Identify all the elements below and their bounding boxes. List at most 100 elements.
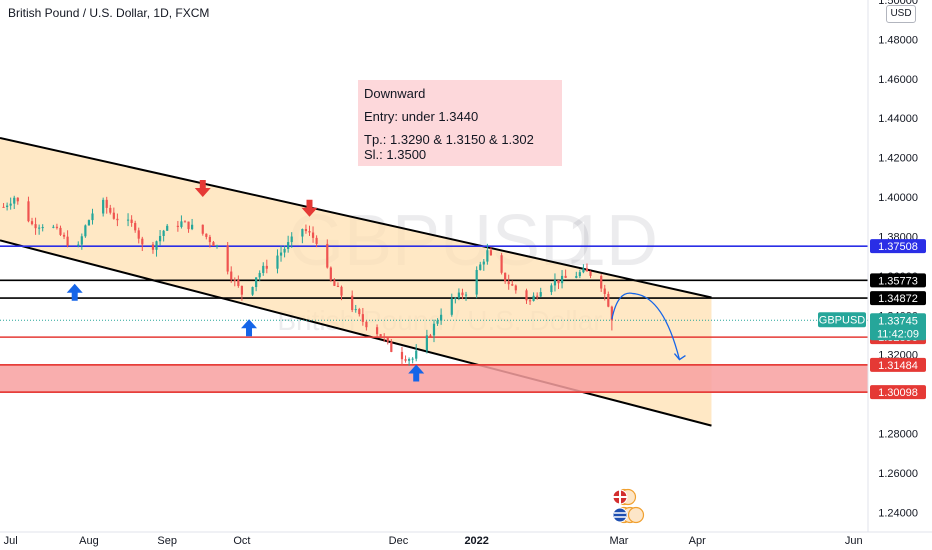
candle-body [600,275,603,289]
note-line-entry: Entry: under 1.3440 [364,109,479,124]
candle-body [436,320,439,324]
candle-body [482,261,485,265]
candle-body [230,271,233,280]
event-us-flag-icon[interactable] [627,506,645,524]
price-tag-label: 1.34872 [878,293,918,305]
candle-body [603,288,606,294]
candle-body [134,223,137,231]
price-tag-label: 1.37508 [878,241,918,253]
price-tick-label: 1.42000 [878,153,918,165]
candle-body [66,236,69,246]
candle-body [212,242,215,247]
candle-body [365,321,368,328]
candle-body [27,201,30,222]
candle-body [155,241,158,250]
candle-body [329,267,332,281]
candle-body [582,268,585,273]
candle-body [386,337,389,342]
candle-body [528,300,532,302]
price-tag-background [870,239,926,254]
economic-events[interactable] [612,488,645,524]
candle-body [532,295,535,301]
candle-body [440,314,443,321]
candle-body [166,225,169,231]
candle-body [507,281,510,285]
candle-body [130,219,133,224]
chart-title: British Pound / U.S. Dollar, 1D, FXCM [8,6,210,20]
us-flag-stripes [614,512,626,518]
symbol-badge [818,312,866,328]
candle-body [358,309,361,315]
candle-body [84,225,87,237]
candle-body [383,336,386,338]
candle-body [536,295,539,297]
candle-body [578,272,581,277]
candle-body [255,277,258,288]
time-tick-label: Mar [610,535,629,547]
price-tag-background [870,357,926,372]
candle-body [151,244,155,250]
candle-body [59,227,62,235]
candle-body [30,221,34,225]
candle-body [340,286,343,296]
note-line-direction: Downward [364,86,426,101]
candle-body [539,292,542,297]
candle-body [564,275,567,278]
candle-body [80,236,83,245]
candle-body [475,269,478,295]
candle-body [55,226,59,228]
forecast-path [611,292,686,361]
candle-body [91,213,94,221]
price-tick-label: 1.40000 [878,192,918,204]
candle-body [102,199,105,214]
candle-body [109,207,112,213]
candle-body [87,220,91,226]
candle-body [429,335,432,337]
candle-body [240,285,244,295]
candle-body [432,323,436,336]
candle-body [326,243,329,268]
candle-body [311,232,315,238]
candle-body [354,309,357,311]
candle-body [183,221,187,223]
candle-body [525,290,528,301]
candle-body [461,292,464,296]
us-flag-icon[interactable] [612,507,628,523]
price-tick-label: 1.24000 [878,507,918,519]
candle-body [308,231,311,233]
candle-body [13,197,16,204]
candle-body [464,294,468,296]
candle-body [454,297,457,299]
candle-body [553,280,557,286]
currency-button[interactable]: USD [886,5,916,23]
candle-body [176,225,179,227]
time-tick-label: Aug [79,535,99,547]
candle-body [158,236,162,242]
candle-body [6,205,9,207]
candle-body [511,284,514,286]
candle-body [560,275,564,284]
candle-body [589,271,592,276]
candle-body [126,219,130,221]
time-axis[interactable]: Jul Aug Sep Oct Dec 2022 Mar Apr Jun [0,531,932,550]
candle-body [187,221,190,230]
candle-body [137,230,140,239]
candle-body [251,287,254,295]
candle-body [62,234,66,237]
forecast-curve [611,292,681,360]
candle-body [486,250,489,262]
candle-body [41,227,44,229]
candle-body [404,359,407,361]
candle-body [425,335,428,351]
candle-body [610,306,613,321]
candle-body [400,351,404,360]
candle-body [262,265,265,273]
candle-body [504,272,507,282]
price-tick-label: 1.46000 [878,74,918,86]
candle-body [450,298,453,315]
price-axis[interactable]: 1.50000 1.48000 1.46000 1.44000 1.42000 1.400… [818,0,932,550]
candle-body [16,197,19,202]
candle-body [415,350,418,359]
forecast-arrowhead [673,353,686,361]
